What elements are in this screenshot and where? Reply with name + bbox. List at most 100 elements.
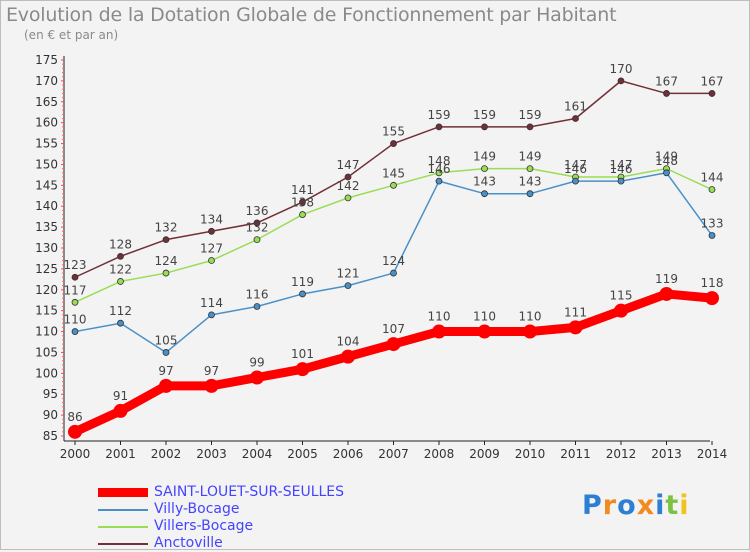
data-point bbox=[117, 278, 124, 285]
legend-item-villy-bocage: Villy-Bocage bbox=[98, 501, 344, 518]
data-label: 146 bbox=[610, 162, 633, 176]
data-point bbox=[159, 378, 173, 393]
y-tick-label: 120 bbox=[35, 283, 58, 297]
y-tick-label: 105 bbox=[35, 345, 58, 359]
data-label: 132 bbox=[246, 221, 269, 235]
chart-title: Evolution de la Dotation Globale de Fonc… bbox=[6, 4, 617, 26]
data-label: 110 bbox=[428, 310, 451, 324]
legend-item-villers-bocage: Villers-Bocage bbox=[98, 518, 344, 535]
data-point bbox=[344, 173, 352, 181]
data-label: 167 bbox=[655, 74, 678, 88]
legend-label-saint-louet: SAINT-LOUET-SUR-SEULLES bbox=[154, 484, 345, 500]
legend-item-saint-louet: SAINT-LOUET-SUR-SEULLES bbox=[98, 484, 344, 501]
data-label: 99 bbox=[249, 356, 264, 370]
data-point bbox=[117, 319, 124, 327]
data-point bbox=[481, 123, 488, 131]
data-point bbox=[208, 311, 215, 319]
x-tick-label: 2013 bbox=[651, 447, 682, 461]
x-tick-label: 2010 bbox=[515, 447, 546, 461]
data-point bbox=[344, 194, 352, 202]
data-label: 142 bbox=[337, 179, 360, 193]
x-tick-label: 2000 bbox=[60, 447, 91, 461]
y-tick-label: 125 bbox=[35, 262, 58, 276]
data-label: 122 bbox=[109, 262, 132, 276]
y-tick-label: 100 bbox=[35, 366, 58, 380]
x-tick-label: 2011 bbox=[560, 447, 591, 461]
legend-item-anctoville: Anctoville bbox=[98, 535, 344, 552]
data-label: 155 bbox=[382, 125, 405, 139]
data-point bbox=[481, 190, 488, 198]
data-point bbox=[299, 211, 306, 218]
logo-letter: r bbox=[602, 490, 618, 521]
data-label: 159 bbox=[428, 108, 451, 122]
data-label: 124 bbox=[382, 254, 405, 268]
data-label: 119 bbox=[655, 272, 678, 286]
chart-legend: SAINT-LOUET-SUR-SEULLES Villy-Bocage Vil… bbox=[98, 484, 344, 552]
data-point bbox=[295, 362, 310, 377]
data-label: 149 bbox=[655, 150, 678, 164]
x-tick-label: 2005 bbox=[287, 447, 318, 461]
data-label: 97 bbox=[204, 364, 219, 378]
data-point bbox=[250, 370, 264, 385]
data-label: 127 bbox=[200, 242, 223, 256]
logo-letter: i bbox=[655, 490, 666, 521]
data-label: 159 bbox=[473, 108, 496, 122]
data-point bbox=[113, 403, 128, 418]
data-point bbox=[663, 90, 670, 97]
data-point bbox=[386, 337, 401, 352]
data-label: 105 bbox=[155, 333, 178, 347]
data-point bbox=[253, 303, 261, 310]
data-label: 107 bbox=[382, 322, 405, 336]
data-label: 143 bbox=[473, 175, 496, 189]
data-point bbox=[526, 123, 534, 131]
y-tick-label: 170 bbox=[35, 74, 58, 88]
data-point bbox=[435, 123, 443, 131]
data-label: 148 bbox=[655, 154, 678, 168]
data-label: 161 bbox=[564, 99, 587, 113]
data-point bbox=[435, 177, 443, 185]
data-point bbox=[208, 257, 215, 264]
data-label: 159 bbox=[519, 108, 542, 122]
x-tick-label: 2007 bbox=[378, 447, 409, 461]
data-point bbox=[390, 269, 397, 277]
data-label: 138 bbox=[291, 196, 314, 210]
data-label: 141 bbox=[291, 183, 314, 197]
data-point bbox=[390, 181, 397, 189]
data-label: 136 bbox=[246, 204, 269, 218]
data-point bbox=[71, 298, 79, 306]
data-point bbox=[708, 90, 716, 97]
data-point bbox=[253, 219, 261, 227]
data-label: 110 bbox=[473, 310, 496, 324]
data-label: 149 bbox=[519, 150, 542, 164]
y-tick-label: 135 bbox=[35, 220, 58, 234]
logo-letter: i bbox=[679, 490, 690, 521]
data-label: 110 bbox=[64, 313, 87, 327]
data-label: 134 bbox=[200, 212, 223, 226]
data-label: 91 bbox=[113, 389, 128, 403]
data-label: 115 bbox=[610, 289, 633, 303]
logo-letter: P bbox=[582, 490, 603, 521]
legend-swatch-villy-bocage bbox=[98, 508, 148, 511]
data-label: 132 bbox=[155, 221, 178, 235]
data-label: 170 bbox=[610, 62, 633, 76]
data-point bbox=[204, 378, 219, 393]
data-label: 121 bbox=[337, 267, 360, 281]
data-point bbox=[659, 286, 674, 301]
y-tick-label: 90 bbox=[43, 408, 58, 422]
x-tick-label: 2006 bbox=[333, 447, 364, 461]
y-tick-label: 165 bbox=[35, 95, 58, 109]
data-label: 114 bbox=[200, 296, 223, 310]
x-tick-label: 2002 bbox=[151, 447, 182, 461]
logo-letter: x bbox=[636, 490, 656, 521]
data-point bbox=[617, 77, 625, 85]
y-tick-label: 175 bbox=[35, 53, 58, 67]
data-point bbox=[344, 282, 352, 290]
data-label: 97 bbox=[158, 364, 173, 378]
x-tick-label: 2003 bbox=[196, 447, 227, 461]
y-tick-label: 130 bbox=[35, 241, 58, 255]
x-tick-label: 2012 bbox=[606, 447, 637, 461]
data-label: 145 bbox=[382, 166, 405, 180]
y-tick-label: 110 bbox=[35, 325, 58, 339]
data-label: 118 bbox=[701, 276, 724, 290]
